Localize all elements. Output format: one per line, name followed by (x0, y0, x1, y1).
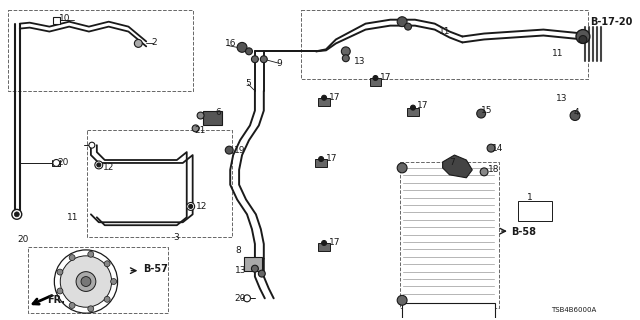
Bar (318, 243, 330, 251)
Circle shape (225, 146, 233, 154)
Bar (318, 98, 330, 106)
Text: 12: 12 (103, 164, 114, 172)
Text: 21: 21 (195, 126, 206, 135)
Text: 8: 8 (235, 246, 241, 255)
Circle shape (54, 250, 118, 313)
Text: 6: 6 (216, 108, 221, 117)
Bar (315, 159, 327, 167)
Text: B-57: B-57 (143, 264, 168, 274)
Text: TSB4B6000A: TSB4B6000A (551, 307, 596, 313)
Text: B-17-20: B-17-20 (590, 17, 632, 27)
Text: 19: 19 (234, 146, 246, 155)
Circle shape (89, 142, 95, 148)
Text: 17: 17 (326, 154, 337, 163)
Circle shape (246, 48, 252, 55)
Circle shape (97, 163, 100, 167)
Circle shape (104, 296, 110, 302)
Text: 4: 4 (574, 108, 580, 117)
Circle shape (570, 111, 580, 120)
Circle shape (342, 55, 349, 62)
Circle shape (187, 203, 195, 210)
Text: 3: 3 (173, 233, 179, 242)
Circle shape (487, 144, 495, 152)
Text: 7: 7 (449, 158, 455, 167)
Text: 18: 18 (488, 165, 500, 174)
Circle shape (259, 270, 266, 277)
Circle shape (322, 241, 326, 245)
Circle shape (477, 109, 486, 118)
Circle shape (53, 159, 60, 166)
Circle shape (579, 36, 587, 44)
Circle shape (397, 295, 407, 305)
Circle shape (76, 272, 96, 292)
Circle shape (373, 76, 378, 80)
Text: 1: 1 (527, 193, 532, 202)
Circle shape (134, 39, 142, 47)
Text: 11: 11 (438, 27, 450, 36)
Circle shape (410, 105, 415, 110)
Text: 17: 17 (417, 101, 428, 110)
Bar (53, 17, 60, 24)
Circle shape (404, 23, 412, 30)
Text: FR.: FR. (47, 295, 65, 305)
Text: 13: 13 (556, 94, 568, 103)
Text: 12: 12 (196, 202, 207, 211)
Circle shape (237, 43, 247, 52)
Circle shape (189, 204, 193, 208)
Text: 11: 11 (552, 49, 564, 58)
Circle shape (397, 163, 407, 173)
Circle shape (95, 161, 103, 169)
Text: 16: 16 (225, 39, 237, 48)
Bar (407, 108, 419, 116)
Text: 17: 17 (380, 73, 392, 82)
Circle shape (104, 261, 110, 267)
Circle shape (88, 251, 93, 257)
Bar (518, 202, 552, 221)
Circle shape (192, 125, 199, 132)
Bar (202, 111, 222, 125)
Circle shape (252, 265, 259, 272)
Circle shape (480, 168, 488, 176)
Circle shape (69, 255, 75, 260)
Circle shape (197, 112, 204, 119)
Bar (369, 78, 381, 86)
Text: 13: 13 (354, 57, 365, 66)
Circle shape (60, 256, 111, 307)
Text: 20: 20 (58, 158, 68, 167)
Circle shape (576, 29, 590, 44)
Circle shape (260, 56, 268, 63)
Text: 20: 20 (234, 294, 246, 303)
Circle shape (397, 17, 407, 27)
Circle shape (341, 47, 350, 56)
Circle shape (14, 212, 19, 217)
Circle shape (81, 276, 91, 286)
Text: 20: 20 (18, 235, 29, 244)
Text: 17: 17 (329, 237, 340, 246)
Circle shape (57, 269, 63, 275)
Circle shape (252, 56, 259, 63)
Circle shape (111, 279, 116, 284)
Text: 14: 14 (492, 144, 504, 153)
Circle shape (319, 156, 324, 162)
Text: 5: 5 (245, 79, 251, 88)
Bar (402, 303, 495, 320)
Circle shape (57, 288, 63, 294)
Circle shape (69, 302, 75, 308)
Text: 15: 15 (481, 106, 493, 115)
Text: 11: 11 (67, 213, 79, 222)
Bar (244, 257, 262, 271)
Polygon shape (443, 155, 472, 178)
Text: B-58: B-58 (511, 227, 536, 237)
Text: 2: 2 (151, 38, 157, 47)
Circle shape (88, 306, 93, 312)
Circle shape (12, 209, 22, 219)
Circle shape (322, 95, 326, 100)
Text: 9: 9 (276, 59, 282, 68)
Text: 13: 13 (235, 266, 246, 275)
Text: 10: 10 (60, 14, 71, 23)
Circle shape (244, 295, 250, 302)
Text: 17: 17 (329, 93, 340, 102)
